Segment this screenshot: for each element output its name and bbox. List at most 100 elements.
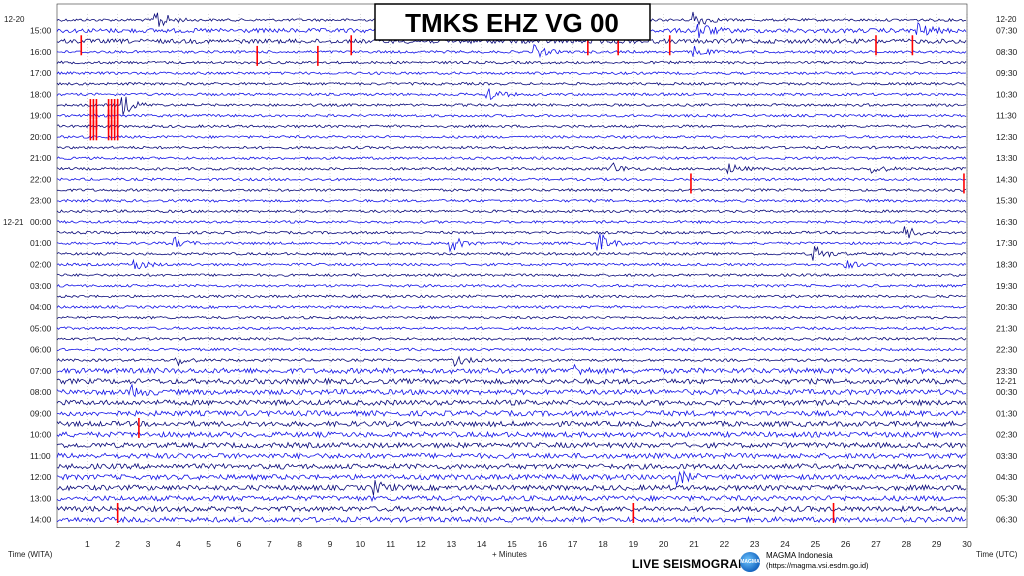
left-time-label: 09:00 <box>30 408 52 418</box>
minute-tick-label: 1 <box>85 539 90 549</box>
right-time-labels: 07:30 08:30 09:30 10:30 11:30 12:30 13:30 14:30… <box>996 26 1018 525</box>
right-time-label: 19:30 <box>996 281 1018 291</box>
left-time-label: 15:00 <box>30 26 52 36</box>
right-time-label: 08:30 <box>996 47 1018 57</box>
minute-tick-label: 8 <box>297 539 302 549</box>
trace-row <box>56 283 967 288</box>
magma-globe-icon: MAGMA <box>740 552 760 572</box>
live-seismogram-label: LIVE SEISMOGRAM <box>632 557 749 571</box>
minute-tick-label: 15 <box>507 539 517 549</box>
trace-row <box>56 38 967 45</box>
minute-tick-label: 11 <box>386 539 395 549</box>
minute-tick-label: 7 <box>267 539 272 549</box>
trace-row <box>56 398 967 407</box>
trace-row <box>56 347 967 352</box>
right-time-label: 21:30 <box>996 323 1018 333</box>
trace-row <box>56 430 967 439</box>
trace-row <box>56 469 967 487</box>
left-time-label: 16:00 <box>30 47 52 57</box>
right-time-label: 11:30 <box>996 111 1017 121</box>
trace-row <box>56 134 967 139</box>
right-time-label: 04:30 <box>996 472 1018 482</box>
right-time-label: 01:30 <box>996 408 1018 418</box>
x-axis-label: + Minutes <box>492 550 527 559</box>
minute-tick-label: 21 <box>689 539 699 549</box>
minute-tick-label: 16 <box>538 539 548 549</box>
right-date-mid: 12-21 <box>996 377 1017 386</box>
trace-row <box>56 377 967 386</box>
minute-tick-label: 9 <box>328 539 333 549</box>
trace-row <box>56 420 967 428</box>
trace-row <box>56 209 967 214</box>
left-time-label: 03:00 <box>30 281 52 291</box>
trace-row <box>56 88 967 101</box>
org-info: MAGMA Indonesia (https://magma.vsi.esdm.… <box>766 551 869 571</box>
footer: Time (WITA) + Minutes Time (UTC) LIVE SE… <box>0 548 1024 576</box>
right-time-label: 06:30 <box>996 515 1018 525</box>
right-time-label: 09:30 <box>996 68 1018 78</box>
right-time-label: 13:30 <box>996 153 1018 163</box>
trace-row <box>56 452 967 460</box>
minute-tick-label: 6 <box>237 539 242 549</box>
left-axis-label: Time (WITA) <box>8 550 53 559</box>
trace-row <box>56 480 967 496</box>
right-time-label: 00:30 <box>996 387 1018 397</box>
left-time-label: 07:00 <box>30 366 52 376</box>
right-time-label: 03:30 <box>996 451 1018 461</box>
left-date-top: 12-20 <box>4 15 25 24</box>
trace-row <box>56 273 967 278</box>
right-date-top: 12-20 <box>996 15 1017 24</box>
trace-row <box>56 462 967 471</box>
red-event-markers <box>80 35 965 523</box>
minute-tick-label: 25 <box>811 539 821 549</box>
org-name: MAGMA Indonesia <box>766 551 833 560</box>
left-time-label: 10:00 <box>30 430 52 440</box>
minute-tick-label: 12 <box>416 539 426 549</box>
minute-tick-label: 2 <box>115 539 120 549</box>
right-time-label: 05:30 <box>996 493 1018 503</box>
right-time-label: 10:30 <box>996 89 1018 99</box>
right-time-label: 17:30 <box>996 238 1018 248</box>
trace-row <box>56 326 967 331</box>
title-box <box>374 3 651 41</box>
trace-row <box>56 494 967 503</box>
minute-tick-label: 23 <box>750 539 760 549</box>
minute-tick-label: 29 <box>932 539 942 549</box>
right-time-label: 07:30 <box>996 26 1018 36</box>
left-time-label: 18:00 <box>30 89 52 99</box>
trace-row <box>56 258 967 270</box>
trace-row <box>56 363 967 376</box>
trace-row <box>56 177 967 182</box>
right-time-label: 20:30 <box>996 302 1018 312</box>
left-time-label: 08:00 <box>30 387 52 397</box>
left-time-label: 11:00 <box>30 451 51 461</box>
minute-tick-label: 14 <box>477 539 487 549</box>
left-date-mid: 12-21 <box>3 218 24 227</box>
trace-row <box>56 162 967 175</box>
trace-row <box>56 81 967 86</box>
trace-row <box>56 96 967 116</box>
trace-row <box>56 226 967 239</box>
left-time-label: 13:00 <box>30 493 52 503</box>
minute-tick-label: 4 <box>176 539 181 549</box>
trace-row <box>56 145 967 150</box>
minute-tick-label: 18 <box>598 539 608 549</box>
trace-row <box>56 156 967 161</box>
right-time-label: 23:30 <box>996 366 1018 376</box>
trace-row <box>56 336 967 341</box>
left-time-label: 14:00 <box>30 515 52 525</box>
right-time-label: 02:30 <box>996 430 1018 440</box>
minute-tick-label: 5 <box>206 539 211 549</box>
left-time-label: 05:00 <box>30 323 52 333</box>
minute-tick-labels: 1 2 3 4 5 6 7 8 9 10 11 12 13 14 15 16 17 18 19 20 21 22 23 24 2… <box>85 539 972 549</box>
left-time-labels: 15:00 16:00 17:00 18:00 19:00 20:00 21:00 22:00… <box>30 26 52 525</box>
left-time-label: 04:00 <box>30 302 52 312</box>
trace-row <box>56 305 967 309</box>
minute-tick-label: 20 <box>659 539 669 549</box>
minute-tick-label: 30 <box>962 539 972 549</box>
trace-row <box>56 44 967 59</box>
minute-tick-label: 27 <box>871 539 881 549</box>
trace-row <box>56 124 967 129</box>
left-time-label: 19:00 <box>30 111 52 121</box>
trace-row <box>56 355 967 367</box>
